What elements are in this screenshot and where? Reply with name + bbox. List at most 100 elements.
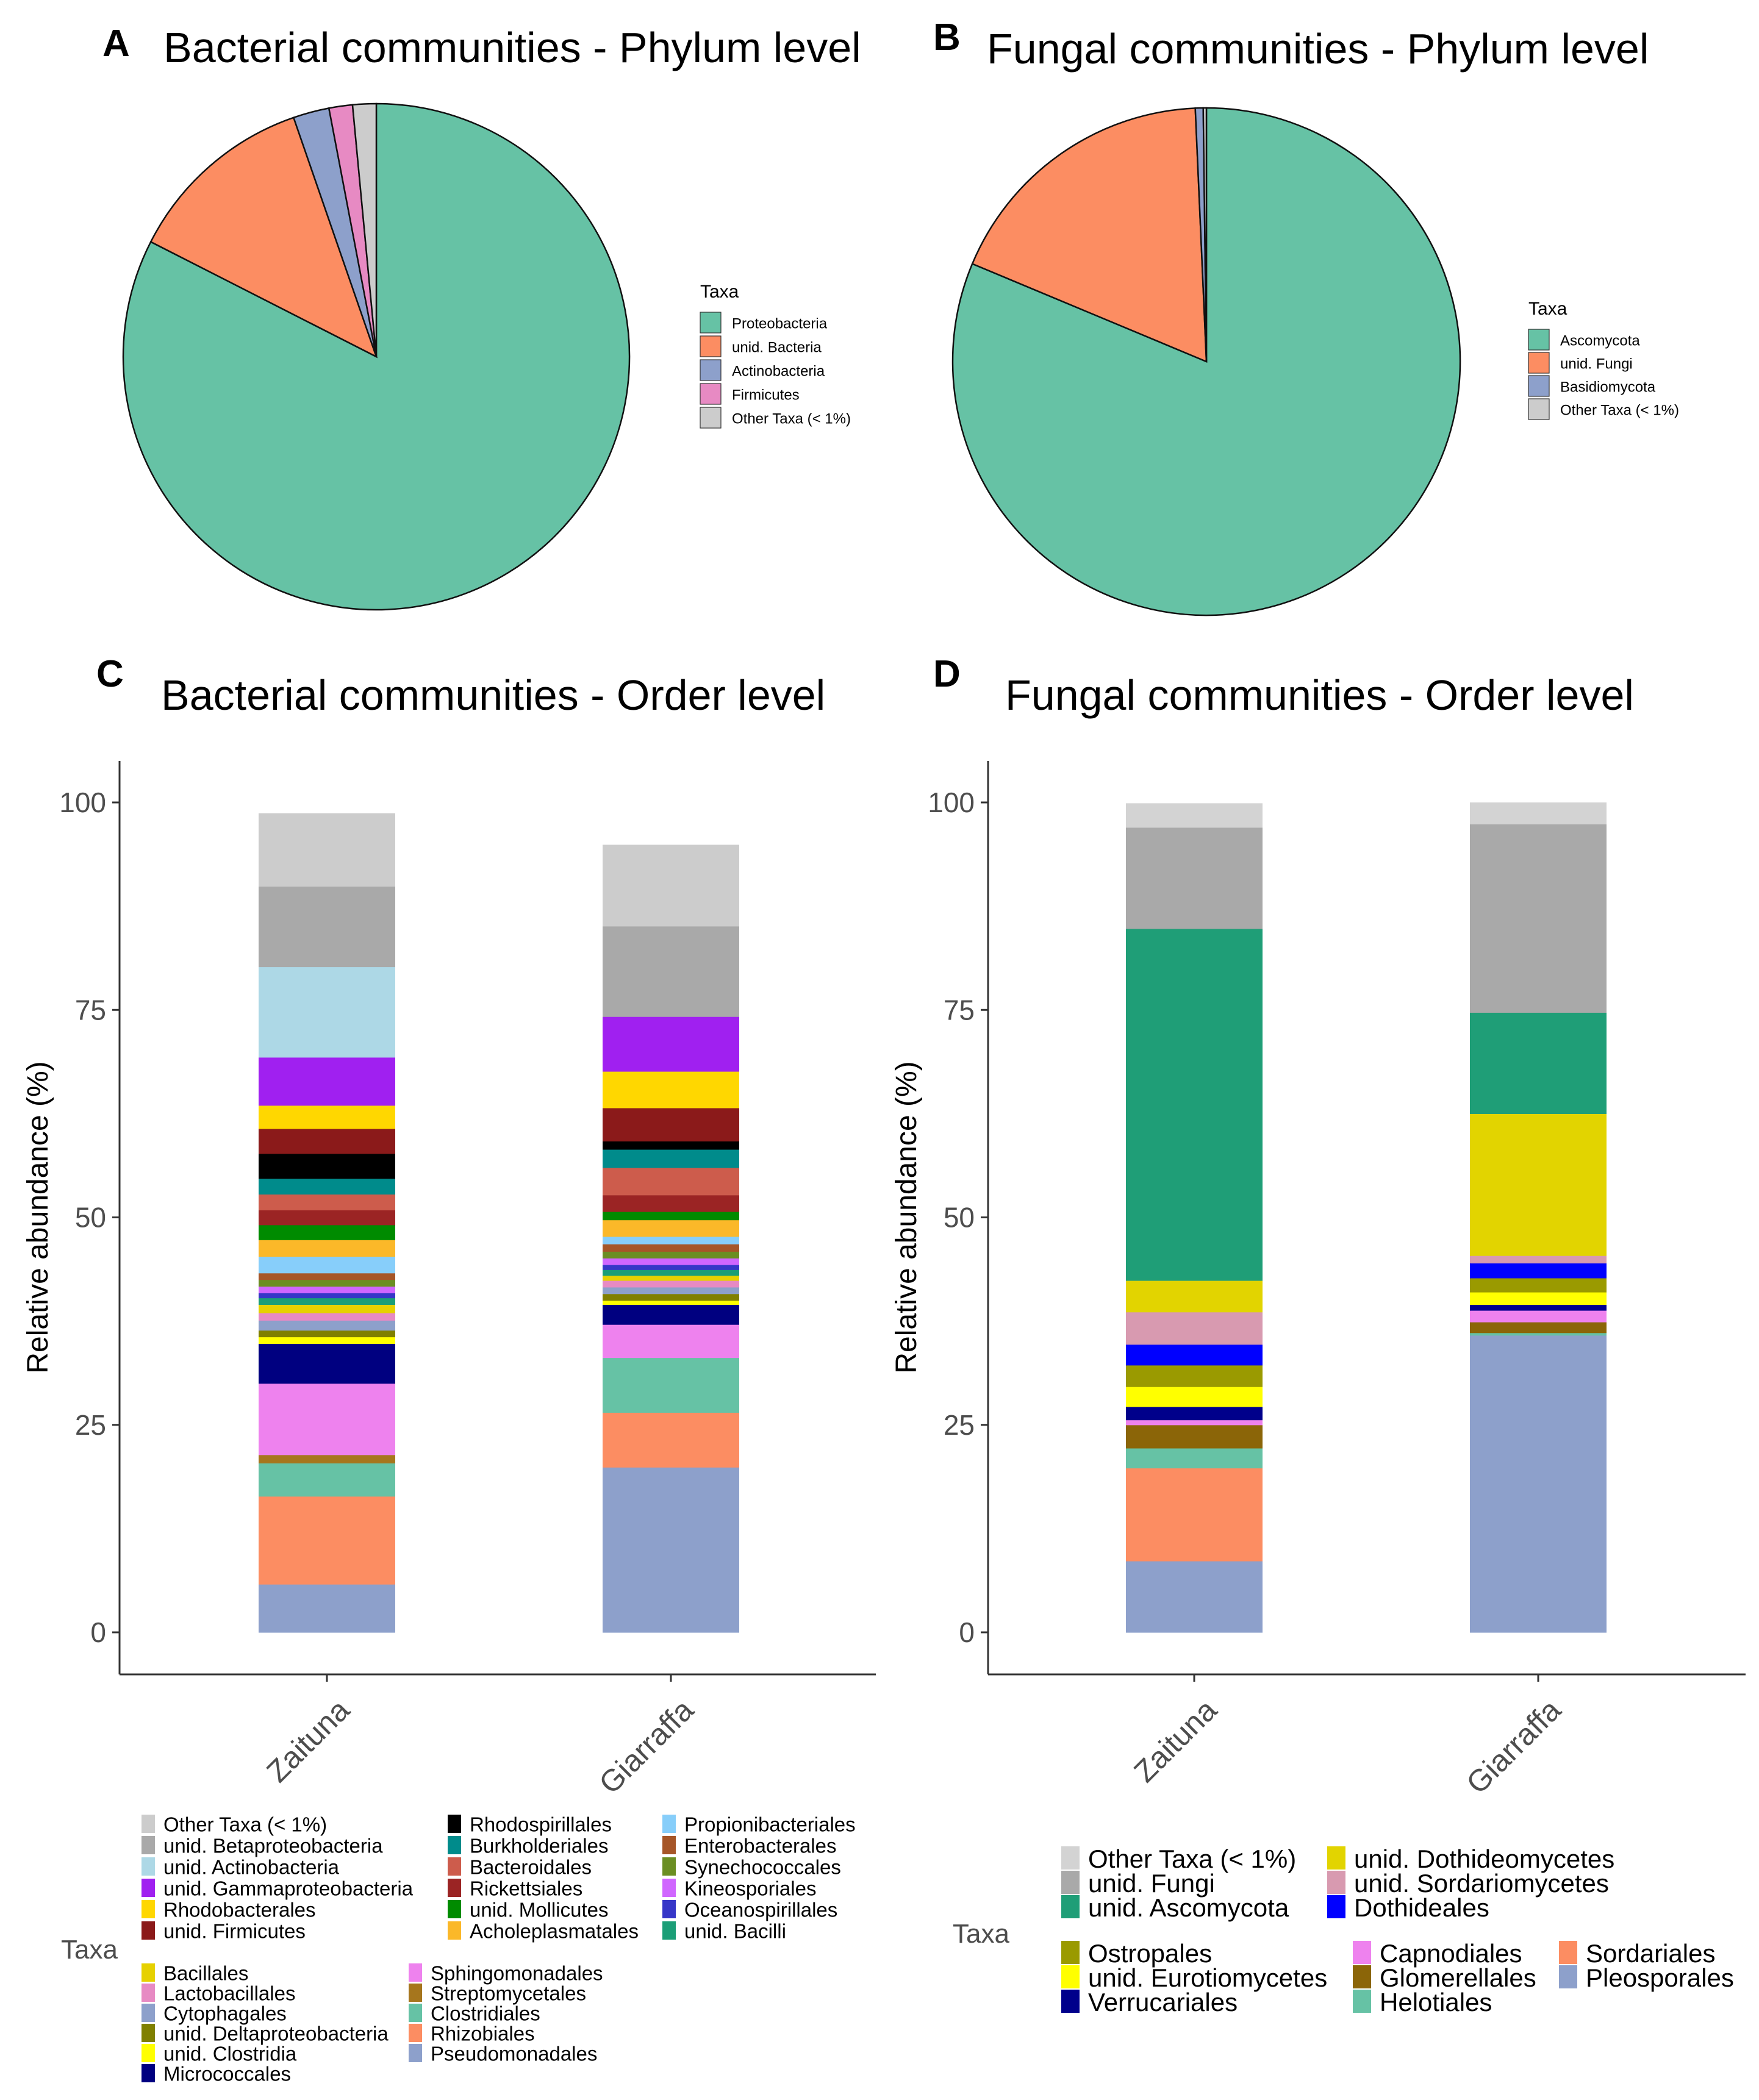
legend-c-label-kineosporiales: Kineosporiales	[684, 1877, 816, 1900]
legend-c-key-unid-bacilli	[662, 1921, 676, 1940]
legend-c-label-enterobacterales: Enterobacterales	[684, 1835, 836, 1857]
legend-d-label-unid-dothideomycetes: unid. Dothideomycetes	[1354, 1845, 1614, 1873]
chart-c-bar-zaituna-oceanospirillales	[259, 1293, 395, 1299]
chart-c-bar-giarraffa-unid-firmicutes	[603, 1107, 739, 1141]
legend-a: Proteobacteria unid. Bacteria Actinobacter…	[700, 312, 851, 429]
stacked-bar-chart-d: 0 25 50 75 100 Relative abundance (%) Zaituna G…	[890, 761, 1746, 1801]
chart-c-y-tick-label: 50	[75, 1202, 106, 1234]
legend-c-label-other-taxa-1: Other Taxa (< 1%)	[163, 1813, 327, 1836]
legend-c-label-unid-betaproteobacteria: unid. Betaproteobacteria	[163, 1835, 383, 1857]
legend-b-label-ascomycota: Ascomycota	[1560, 333, 1640, 349]
chart-d-bar-zaituna-unid-ascomycota	[1126, 928, 1263, 1281]
legend-c-label-lactobacillales: Lactobacillales	[163, 1982, 295, 2005]
legend-c-key-streptomycetales	[409, 1984, 422, 2002]
chart-d-bar-giarraffa-ostropales	[1470, 1277, 1607, 1293]
legend-d-label-helotiales: Helotiales	[1380, 1988, 1492, 2016]
chart-d-y-axis-title: Relative abundance (%)	[890, 1061, 923, 1373]
chart-d-bar-giarraffa-unid-ascomycota	[1470, 1012, 1607, 1114]
chart-d-y-tick-label: 50	[944, 1202, 975, 1234]
chart-c-y-axis-title: Relative abundance (%)	[22, 1061, 54, 1373]
chart-c-bar-giarraffa-clostridiales	[603, 1357, 739, 1413]
panel-a: A Bacterial communities - Phylum level T…	[102, 23, 861, 611]
legend-c-label-bacillales: Bacillales	[163, 1962, 248, 1985]
legend-c-label-clostridiales: Clostridiales	[431, 2002, 540, 2025]
chart-c-bar-giarraffa-unid-gammaproteobacteria	[603, 1016, 739, 1072]
legend-c-label-micrococcales: Micrococcales	[163, 2063, 291, 2085]
chart-d-bar-giarraffa-unid-dothideomycetes	[1470, 1113, 1607, 1256]
legend-c-label-unid-deltaproteobacteria: unid. Deltaproteobacteria	[163, 2023, 389, 2045]
legend-d-key-unid-eurotiomycetes	[1061, 1965, 1080, 1988]
legend-a-key-proteobacteria	[700, 312, 722, 334]
legend-a-key-firmicutes	[700, 383, 722, 405]
chart-c-bar-giarraffa-unid-betaproteobacteria	[603, 926, 739, 1017]
chart-c-bar-zaituna-unid-gammaproteobacteria	[259, 1057, 395, 1106]
chart-d-bar-zaituna-glomerellales	[1126, 1424, 1263, 1449]
legend-c-key-sphingomonadales	[409, 1963, 422, 1982]
legend-c-key-unid-firmicutes	[142, 1921, 155, 1940]
chart-c-bar-zaituna-other-taxa-1	[259, 813, 395, 887]
chart-c-bar-zaituna-propionibacteriales	[259, 1256, 395, 1274]
legend-a-label-unid-bacteria: unid. Bacteria	[732, 340, 822, 356]
legend-c-label-bacteroidales: Bacteroidales	[470, 1856, 592, 1879]
legend-c-label-sphingomonadales: Sphingomonadales	[431, 1962, 603, 1985]
chart-c-bar-giarraffa-rhizobiales	[603, 1412, 739, 1468]
legend-d-key-unid-fungi	[1061, 1871, 1080, 1894]
chart-c-x-tick-label-giarraffa: Giarraffa	[592, 1693, 700, 1801]
chart-d-bar-zaituna-helotiales	[1126, 1448, 1263, 1469]
chart-c-bar-zaituna-sphingomonadales	[259, 1383, 395, 1455]
chart-c-bar-giarraffa-kineosporiales	[603, 1258, 739, 1265]
chart-d-bar-zaituna-verrucariales	[1126, 1406, 1263, 1421]
legend-a-label-actinobacteria: Actinobacteria	[732, 363, 825, 380]
chart-c-y-tick-label: 75	[75, 994, 106, 1026]
pie-a-slice-unid-bacteria	[149, 116, 378, 359]
legend-c-label-unid-bacilli: unid. Bacilli	[684, 1920, 786, 1943]
legend-d-label-verrucariales: Verrucariales	[1088, 1988, 1238, 2016]
panel-a-title: Bacterial communities - Phylum level	[163, 24, 861, 71]
legend-b-title: Taxa	[1528, 299, 1567, 319]
chart-c-bar-giarraffa-acholeplasmatales	[603, 1220, 739, 1237]
legend-c-label-acholeplasmatales: Acholeplasmatales	[470, 1920, 639, 1943]
chart-c-bar-zaituna-rhodospirillales	[259, 1153, 395, 1179]
legend-c-key-unid-betaproteobacteria	[142, 1836, 155, 1854]
legend-d-key-helotiales	[1353, 1990, 1371, 2013]
panel-c-letter: C	[96, 653, 124, 695]
legend-c-key-lactobacillales	[142, 1984, 155, 2002]
chart-d-bar-giarraffa-verrucariales	[1470, 1304, 1607, 1311]
chart-c-bar-giarraffa-burkholderiales	[603, 1149, 739, 1168]
legend-b: Ascomycota unid. Fungi Basidiomycota Other …	[1528, 329, 1679, 420]
chart-c-y-tick-label: 0	[90, 1616, 106, 1648]
chart-d-bar-zaituna-sordariales	[1126, 1468, 1263, 1562]
chart-c-bar-zaituna-unid-mollicutes	[259, 1224, 395, 1240]
panel-b: B Fungal communities - Phylum level Taxa…	[933, 16, 1679, 616]
legend-c-label-rhodobacterales: Rhodobacterales	[163, 1899, 316, 1921]
chart-c-bar-zaituna-burkholderiales	[259, 1178, 395, 1195]
legend-c-label-unid-clostridia: unid. Clostridia	[163, 2043, 297, 2065]
chart-c-bar-giarraffa-lactobacillales	[603, 1280, 739, 1288]
legend-c-key-kineosporiales	[662, 1879, 676, 1897]
chart-d-bar-zaituna-unid-sordariomycetes	[1126, 1312, 1263, 1345]
chart-c-bar-zaituna-pseudomonadales	[259, 1584, 395, 1633]
legend-d-label-unid-sordariomycetes: unid. Sordariomycetes	[1354, 1869, 1609, 1898]
legend-c-key-clostridiales	[409, 2004, 422, 2022]
legend-b-label-basidiomycota: Basidiomycota	[1560, 379, 1656, 396]
legend-c-key-oceanospirillales	[662, 1900, 676, 1918]
chart-c-bar-giarraffa-enterobacterales	[603, 1244, 739, 1252]
legend-b-key-ascomycota	[1528, 329, 1550, 351]
legend-a-title: Taxa	[700, 282, 739, 302]
legend-d-key-dothideales	[1327, 1895, 1345, 1918]
legend-c-title: Taxa	[61, 1935, 118, 1965]
chart-c-bar-giarraffa-synechococcales	[603, 1251, 739, 1259]
legend-d-label-unid-ascomycota: unid. Ascomycota	[1088, 1893, 1289, 1922]
legend-b-key-basidiomycota	[1528, 375, 1550, 397]
legend-a-label-other-taxa-1: Other Taxa (< 1%)	[732, 411, 851, 427]
legend-c-label-synechococcales: Synechococcales	[684, 1856, 841, 1879]
panel-d: D Fungal communities - Order level 0 25 50…	[890, 653, 1746, 2016]
legend-c-label-unid-gammaproteobacteria: unid. Gammaproteobacteria	[163, 1877, 414, 1900]
chart-c-bar-giarraffa-bacillales	[603, 1275, 739, 1281]
chart-c-bar-zaituna-rhizobiales	[259, 1496, 395, 1585]
panel-a-letter: A	[102, 23, 130, 65]
legend-c-key-cytophagales	[142, 2004, 155, 2022]
chart-c-bar-giarraffa-other-taxa-1	[603, 845, 739, 927]
chart-d-x-tick-label-zaituna: Zaituna	[1127, 1693, 1223, 1789]
legend-c-key-unid-actinobacteria	[142, 1857, 155, 1876]
